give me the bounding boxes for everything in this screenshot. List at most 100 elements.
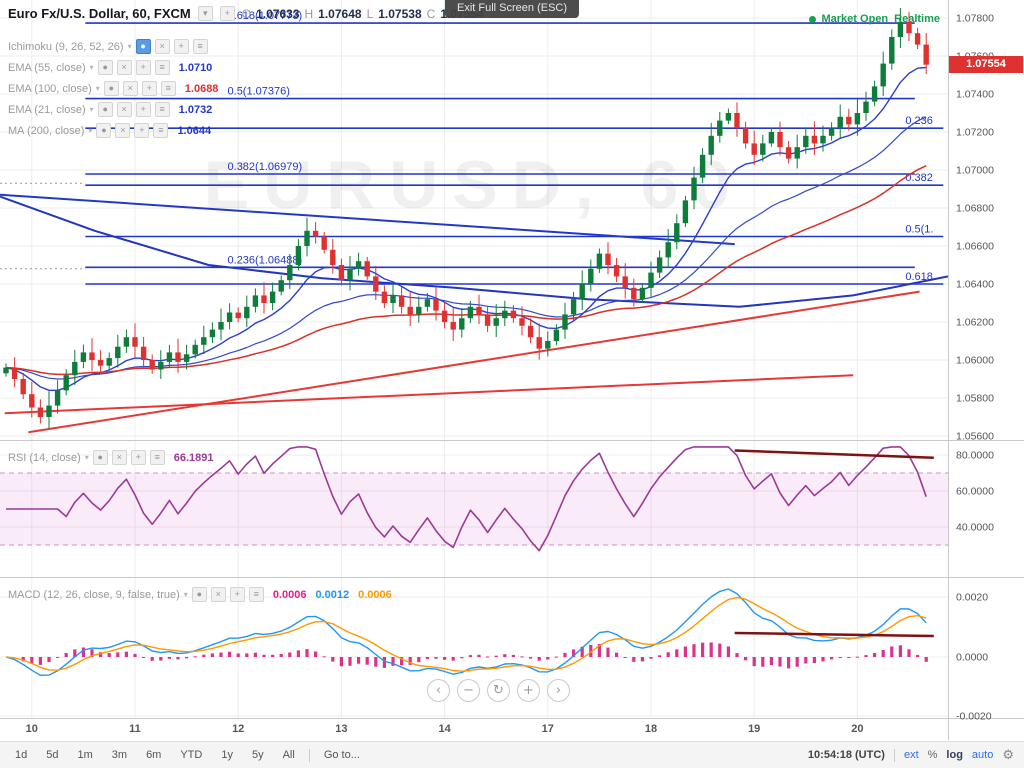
add-indicator-icon[interactable]: +	[130, 450, 146, 465]
chevron-down-icon[interactable]: ▾	[84, 453, 89, 462]
svg-text:1.06200: 1.06200	[956, 317, 994, 329]
toolbar-divider	[893, 748, 895, 762]
market-open-dot-icon	[808, 15, 816, 23]
ohlc-value: 1.07648	[318, 6, 362, 21]
svg-text:0.236(1.06488): 0.236(1.06488)	[228, 254, 303, 266]
legend-row-ema21[interactable]: EMA (21, close) ▾ ● × + ≡ 1.0732	[8, 99, 218, 120]
legend-row-macd[interactable]: MACD (12, 26, close, 9, false, true) ▾ ● × +…	[8, 584, 392, 605]
range-button-all[interactable]: All	[282, 749, 295, 761]
scale-option-percent[interactable]: %	[927, 749, 938, 761]
svg-text:-0.0020: -0.0020	[956, 711, 992, 723]
last-price-badge: 1.07554	[949, 56, 1023, 73]
legend-row-ichimoku[interactable]: Ichimoku (9, 26, 52, 26) ▾ ● × + ≡	[8, 36, 218, 57]
chevron-down-icon[interactable]: ▾	[183, 590, 188, 599]
range-button-1d[interactable]: 1d	[15, 749, 28, 761]
pane-separators	[0, 0, 1024, 740]
indicator-value: 1.0732	[178, 103, 213, 116]
visibility-toggle-icon[interactable]: ●	[135, 39, 151, 54]
ohlc-value: 1.07633	[256, 6, 300, 21]
svg-text:1.06400: 1.06400	[956, 279, 994, 291]
svg-text:1.07400: 1.07400	[956, 89, 994, 101]
remove-indicator-icon[interactable]: ×	[111, 450, 127, 465]
symbol-title: Euro Fx/U.S. Dollar, 60, FXCM	[8, 6, 191, 21]
goto-button[interactable]: Go to...	[323, 749, 360, 761]
svg-text:1.06000: 1.06000	[956, 355, 994, 367]
chevron-down-icon[interactable]: ▾	[89, 105, 94, 114]
macd-pane	[5, 588, 934, 676]
price-axis[interactable]: 1.078001.076001.074001.072001.070001.068…	[956, 13, 994, 723]
remove-indicator-icon[interactable]: ×	[116, 102, 132, 117]
range-button-3m[interactable]: 3m	[111, 749, 128, 761]
indicator-settings-icon[interactable]: ≡	[160, 81, 176, 96]
add-indicator-icon[interactable]: +	[134, 123, 150, 138]
reset-chart-button[interactable]: ↻	[487, 679, 510, 702]
remove-indicator-icon[interactable]: ×	[115, 123, 131, 138]
add-indicator-icon[interactable]: +	[135, 60, 151, 75]
range-button-1y[interactable]: 1y	[221, 749, 233, 761]
chevron-down-icon[interactable]: ▾	[88, 126, 93, 135]
macd-legend: MACD (12, 26, close, 9, false, true) ▾ ● × +…	[8, 584, 392, 605]
zoom-in-button[interactable]: +	[517, 679, 540, 702]
chevron-down-icon[interactable]: ▾	[95, 84, 100, 93]
add-indicator-icon[interactable]: +	[141, 81, 157, 96]
legend-row-ma200[interactable]: MA (200, close) ▾ ● × + ≡ 1.0644	[8, 120, 218, 141]
visibility-toggle-icon[interactable]: ●	[103, 81, 119, 96]
indicator-label: RSI (14, close)	[8, 451, 81, 464]
settings-gear-icon[interactable]: ⚙	[1002, 747, 1014, 763]
visibility-toggle-icon[interactable]: ●	[97, 102, 113, 117]
range-button-1m[interactable]: 1m	[77, 749, 93, 761]
visibility-toggle-icon[interactable]: ●	[97, 60, 113, 75]
add-indicator-icon[interactable]: +	[173, 39, 189, 54]
indicator-settings-icon[interactable]: ≡	[248, 587, 264, 602]
add-indicator-icon[interactable]: +	[229, 587, 245, 602]
scale-option-log[interactable]: log	[946, 749, 963, 761]
legend-row-ema100[interactable]: EMA (100, close) ▾ ● × + ≡ 1.0688	[8, 78, 218, 99]
trendlines[interactable]	[0, 193, 920, 434]
indicator-settings-icon[interactable]: ≡	[192, 39, 208, 54]
add-indicator-icon[interactable]: +	[135, 102, 151, 117]
range-button-5d[interactable]: 5d	[46, 749, 59, 761]
svg-text:14: 14	[438, 723, 451, 735]
svg-text:0.382: 0.382	[905, 172, 933, 184]
svg-text:1.05600: 1.05600	[956, 431, 994, 443]
svg-text:1.06800: 1.06800	[956, 203, 994, 215]
clock-label[interactable]: 10:54:18 (UTC)	[807, 749, 885, 761]
svg-text:0.5(1.: 0.5(1.	[905, 224, 933, 236]
remove-indicator-icon[interactable]: ×	[122, 81, 138, 96]
svg-text:12: 12	[232, 723, 244, 735]
fib-retracement-lines[interactable]: 0.618(1.07773) 0.5(1.07376) 0.382(1.06979)…	[0, 10, 944, 285]
visibility-toggle-icon[interactable]: ●	[92, 450, 108, 465]
visibility-toggle-icon[interactable]: ●	[191, 587, 207, 602]
pan-right-button[interactable]: ›	[547, 679, 570, 702]
remove-indicator-icon[interactable]: ×	[210, 587, 226, 602]
svg-text:17: 17	[542, 723, 554, 735]
remove-indicator-icon[interactable]: ×	[116, 60, 132, 75]
indicator-settings-icon[interactable]: ≡	[153, 123, 169, 138]
chart-style-icon[interactable]: ▾	[197, 6, 213, 21]
legend-row-rsi[interactable]: RSI (14, close) ▾ ● × + ≡ 66.1891	[8, 447, 214, 468]
legend-row-ema55[interactable]: EMA (55, close) ▾ ● × + ≡ 1.0710	[8, 57, 218, 78]
toolbar-right: 10:54:18 (UTC) ext% log auto ⚙	[808, 748, 1014, 763]
indicator-value: 0.0006	[358, 588, 392, 601]
ohlc-value: 1.07538	[378, 6, 422, 21]
indicator-legend: Ichimoku (9, 26, 52, 26) ▾ ● × + ≡ EMA (55, cl…	[8, 36, 218, 141]
visibility-toggle-icon[interactable]: ●	[96, 123, 112, 138]
chevron-down-icon[interactable]: ▾	[89, 63, 94, 72]
indicator-settings-icon[interactable]: ≡	[154, 60, 170, 75]
toolbar-divider	[308, 748, 310, 762]
scale-option-ext[interactable]: ext	[903, 749, 919, 761]
time-axis[interactable]: 10 11 12 13 14 17 18 19 20	[26, 723, 864, 735]
chevron-down-icon[interactable]: ▾	[127, 42, 132, 51]
svg-text:0.236: 0.236	[905, 115, 933, 127]
remove-indicator-icon[interactable]: ×	[154, 39, 170, 54]
compare-icon[interactable]: +	[219, 6, 235, 21]
scale-option-auto[interactable]: auto	[971, 749, 994, 761]
range-button-6m[interactable]: 6m	[146, 749, 162, 761]
indicator-value: 1.0644	[177, 124, 212, 137]
range-button-5y[interactable]: 5y	[251, 749, 264, 761]
indicator-settings-icon[interactable]: ≡	[154, 102, 170, 117]
zoom-out-button[interactable]: −	[457, 679, 480, 702]
indicator-settings-icon[interactable]: ≡	[149, 450, 165, 465]
pan-left-button[interactable]: ‹	[427, 679, 450, 702]
range-button-ytd[interactable]: YTD	[180, 749, 203, 761]
